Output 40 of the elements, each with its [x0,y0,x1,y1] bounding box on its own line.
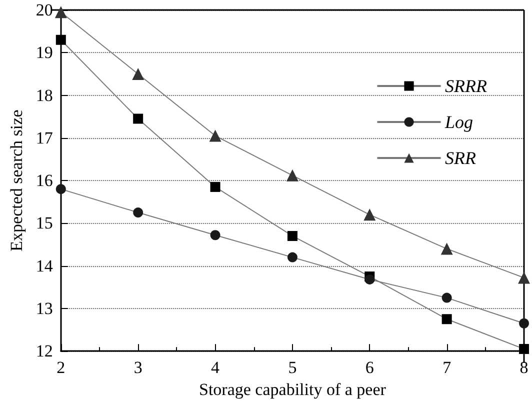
x-tick-label: 3 [134,358,142,378]
point [287,230,298,241]
point [56,184,66,194]
y-tick-label: 12 [36,342,53,361]
y-tick-label: 19 [36,43,53,62]
point [56,34,66,45]
point [210,230,220,240]
point [210,182,220,192]
y-tick-label: 13 [36,298,53,318]
y-tick-label: 17 [36,128,54,148]
x-tick-label: 8 [520,358,528,378]
point [440,242,453,255]
y-tick-label: 20 [36,0,53,20]
x-tick-label: 2 [56,358,66,378]
point [209,130,222,142]
x-tick-label: 7 [442,358,452,378]
point [287,252,298,262]
point [133,208,144,218]
point [442,314,452,324]
x-tick-label: 4 [211,358,220,378]
y-tick-label: 16 [36,171,53,190]
point [519,318,529,328]
y-tick-label: 14 [36,256,54,276]
y-tick-label: 15 [36,214,53,233]
point [364,274,375,284]
point [286,169,298,182]
y-axis-title: Expected search size [7,110,26,252]
legend-label: SRR [445,148,476,168]
x-axis-title: Storage capability of a peer [198,380,386,399]
point [132,68,144,80]
x-tick-label: 5 [288,358,297,378]
point [442,292,452,303]
point [518,272,530,284]
point [519,344,529,354]
legend-label: SRRR [445,76,488,96]
point [364,208,376,221]
x-tick-label: 6 [365,358,374,378]
y-tick-label: 18 [36,86,53,105]
point [133,114,144,124]
legend-label: Log [444,112,474,132]
